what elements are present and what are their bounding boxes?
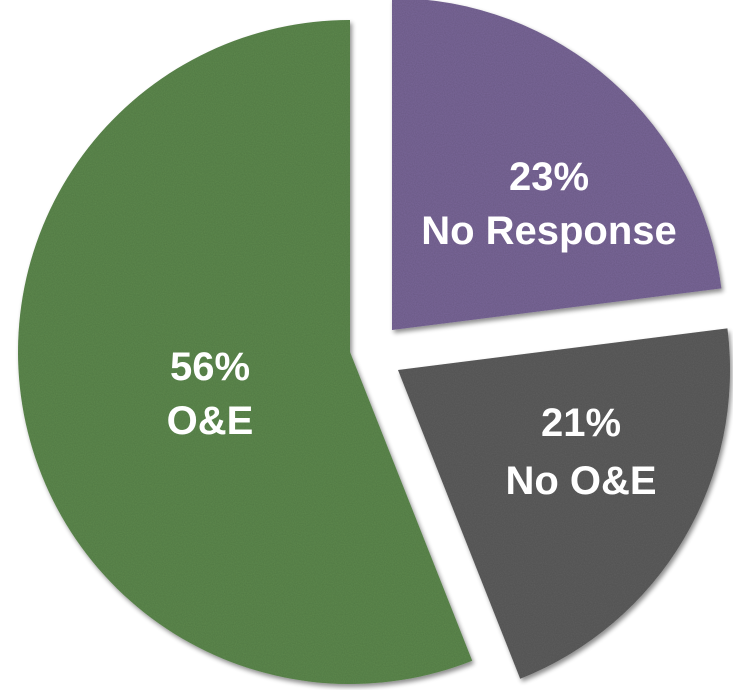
pie-slice-group	[18, 20, 473, 684]
pie-slice-no-response	[392, 0, 722, 330]
slice-value-label-no-oe: 21%	[541, 401, 621, 445]
slice-category-label-no-response: No Response	[421, 209, 677, 253]
pie-slice-no-oande	[398, 328, 731, 679]
slice-value-label-oe: 56%	[170, 345, 250, 389]
slice-category-label-oe: O&E	[167, 399, 254, 443]
pie-slice-group	[398, 328, 731, 679]
pie-slice-oande	[18, 20, 473, 684]
slice-category-label-no-oe: No O&E	[505, 459, 656, 503]
slice-value-label-no-response: 23%	[509, 155, 589, 199]
pie-slices	[18, 0, 731, 684]
pie-slice-group	[392, 0, 722, 330]
pie-labels: 23% No Response 21% No O&E 56% O&E	[167, 155, 677, 503]
